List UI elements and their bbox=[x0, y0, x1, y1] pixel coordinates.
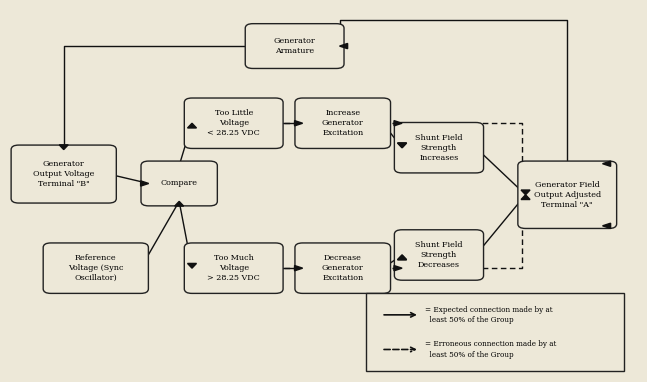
Text: Shunt Field
Strength
Increases: Shunt Field Strength Increases bbox=[415, 134, 463, 162]
FancyBboxPatch shape bbox=[11, 145, 116, 203]
Polygon shape bbox=[188, 123, 197, 128]
Polygon shape bbox=[521, 195, 530, 199]
FancyBboxPatch shape bbox=[141, 161, 217, 206]
Polygon shape bbox=[340, 44, 347, 49]
Text: Too Little
Voltage
< 28.25 VDC: Too Little Voltage < 28.25 VDC bbox=[207, 109, 260, 138]
Text: Generator
Armature: Generator Armature bbox=[274, 37, 316, 55]
Text: Increase
Generator
Excitation: Increase Generator Excitation bbox=[322, 109, 364, 138]
FancyBboxPatch shape bbox=[295, 243, 391, 293]
Polygon shape bbox=[394, 265, 402, 271]
Polygon shape bbox=[602, 223, 611, 228]
FancyBboxPatch shape bbox=[43, 243, 148, 293]
Text: Generator
Output Voltage
Terminal "B": Generator Output Voltage Terminal "B" bbox=[33, 160, 94, 188]
FancyBboxPatch shape bbox=[295, 98, 391, 149]
Text: = Erroneous connection made by at
  least 50% of the Group: = Erroneous connection made by at least … bbox=[425, 340, 556, 359]
Text: Generator Field
Output Adjusted
Terminal "A": Generator Field Output Adjusted Terminal… bbox=[534, 181, 601, 209]
Polygon shape bbox=[398, 143, 406, 148]
Polygon shape bbox=[394, 121, 402, 126]
Polygon shape bbox=[398, 143, 406, 148]
Polygon shape bbox=[521, 190, 530, 195]
Polygon shape bbox=[60, 145, 68, 150]
FancyBboxPatch shape bbox=[184, 98, 283, 149]
Text: Reference
Voltage (Sync
Oscillator): Reference Voltage (Sync Oscillator) bbox=[68, 254, 124, 282]
Polygon shape bbox=[175, 201, 184, 206]
Polygon shape bbox=[188, 264, 197, 268]
Polygon shape bbox=[294, 121, 303, 126]
Polygon shape bbox=[398, 255, 406, 260]
Polygon shape bbox=[140, 181, 149, 186]
Text: Compare: Compare bbox=[160, 180, 198, 188]
FancyBboxPatch shape bbox=[245, 24, 344, 68]
Text: Too Much
Voltage
> 28.25 VDC: Too Much Voltage > 28.25 VDC bbox=[207, 254, 260, 282]
Polygon shape bbox=[602, 161, 611, 166]
Polygon shape bbox=[294, 265, 303, 271]
FancyBboxPatch shape bbox=[184, 243, 283, 293]
FancyBboxPatch shape bbox=[518, 161, 617, 228]
Text: Shunt Field
Strength
Decreases: Shunt Field Strength Decreases bbox=[415, 241, 463, 269]
Text: Decrease
Generator
Excitation: Decrease Generator Excitation bbox=[322, 254, 364, 282]
FancyBboxPatch shape bbox=[366, 293, 624, 371]
Polygon shape bbox=[398, 255, 406, 260]
FancyBboxPatch shape bbox=[395, 230, 483, 280]
Text: = Expected connection made by at
  least 50% of the Group: = Expected connection made by at least 5… bbox=[425, 306, 553, 324]
FancyBboxPatch shape bbox=[395, 123, 483, 173]
